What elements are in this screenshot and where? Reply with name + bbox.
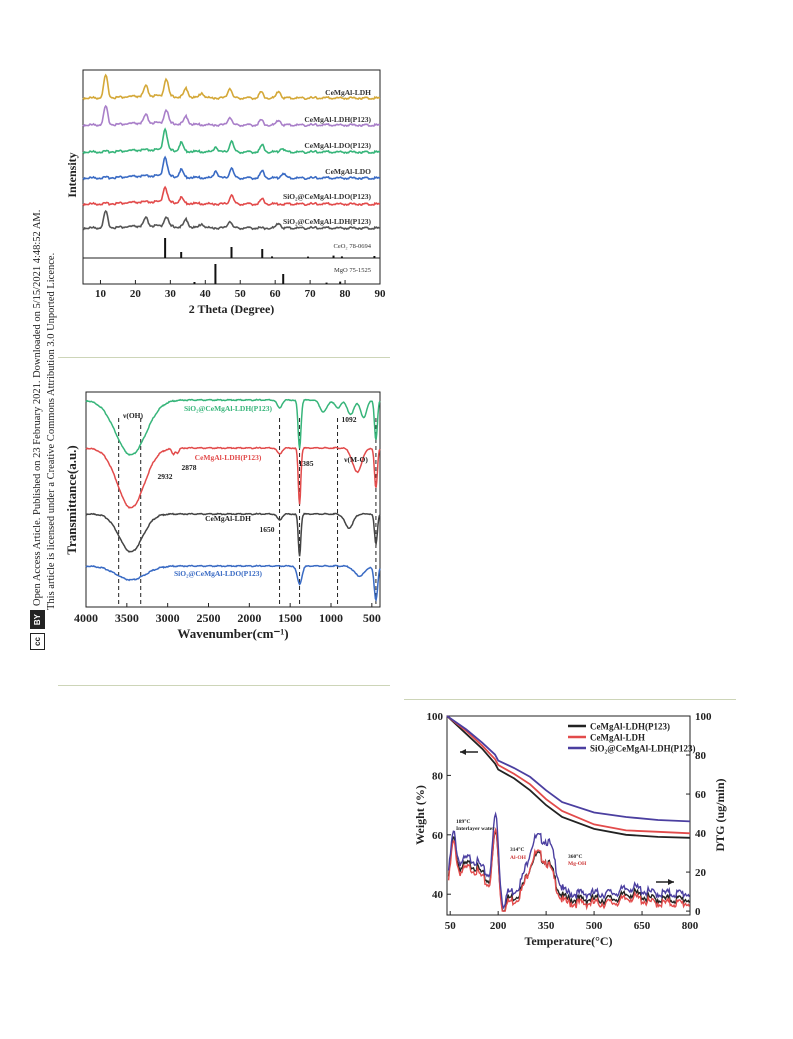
- legend-label: CeMgAl-LDH(P123): [590, 722, 670, 732]
- tga-dtg-line: [447, 829, 691, 912]
- ftir-series-label: SiO₂@CeMgAl-LDH(P123): [184, 404, 272, 413]
- peak-annotation-label: Al-OH: [510, 855, 527, 861]
- xrd-series-label: CeMgAl-LDO(P123): [304, 141, 371, 150]
- xrd-plot-frame: [82, 69, 381, 285]
- xrd-series-label: SiO₂@CeMgAl-LDH(P123): [283, 217, 371, 226]
- x-tick-label: 1500: [278, 611, 302, 625]
- reference-label: MgO 75-1525: [334, 267, 371, 274]
- y2-tick-label: 100: [695, 711, 712, 723]
- peak-annotation-temp: 314°C: [510, 846, 524, 853]
- x-tick-label: 500: [586, 920, 603, 932]
- x-tick-label: 50: [445, 920, 457, 932]
- y-axis-label: Intensity: [65, 152, 79, 197]
- ftir-annotation: 1092: [342, 415, 357, 424]
- legend-label: SiO₂@CeMgAl-LDH(P123): [590, 744, 696, 754]
- peak-annotation-label: Mg-OH: [568, 861, 587, 867]
- xrd-series-label: CeMgAl-LDH: [325, 88, 371, 97]
- ftir-series-line: [85, 512, 381, 557]
- x-tick-label: 70: [305, 288, 317, 300]
- ftir-series-label: CeMgAl-LDH: [205, 514, 251, 523]
- xrd-series-line: [82, 209, 381, 231]
- y2-axis-label: DTG (ug/min): [713, 778, 727, 851]
- xrd-chart: 10 20 30 40 50 60 70 80 90 2 Theta (Degree) Intens…: [65, 69, 387, 316]
- ftir-series-label: SiO₂@CeMgAl-LDO(P123): [174, 569, 262, 578]
- x-tick-label: 50: [235, 288, 247, 300]
- x-tick-label: 30: [165, 288, 177, 300]
- x-tick-label: 40: [200, 288, 212, 300]
- y2-tick-label: 60: [695, 789, 707, 801]
- x-tick-label: 2000: [237, 611, 261, 625]
- x-tick-label: 3500: [115, 611, 139, 625]
- peak-annotation-label: Interlayer water: [456, 826, 495, 832]
- xrd-series-line: [82, 127, 381, 155]
- tga-plot-frame: [446, 715, 691, 916]
- x-tick-label: 200: [490, 920, 507, 932]
- legend-label: CeMgAl-LDH: [590, 733, 645, 743]
- x-tick-label: 800: [682, 920, 699, 932]
- y2-tick-label: 20: [695, 867, 707, 879]
- x-tick-label: 650: [634, 920, 651, 932]
- xrd-series-line: [82, 155, 381, 181]
- xrd-series-line: [82, 104, 381, 128]
- separator-rule: [58, 357, 390, 358]
- y-tick-label: 40: [432, 889, 444, 901]
- ftir-annotation: ν(M-O): [343, 455, 368, 464]
- ftir-series-line: [85, 564, 381, 602]
- separator-rule: [58, 685, 390, 686]
- x-tick-label: 500: [363, 611, 381, 625]
- x-tick-label: 80: [340, 288, 352, 300]
- ftir-plot-frame: [85, 391, 381, 608]
- ftir-series-line: [85, 398, 381, 457]
- tga-weight-line: [446, 715, 691, 823]
- y2-tick-label: 80: [695, 750, 707, 762]
- xrd-series-line: [82, 185, 381, 207]
- x-tick-label: 3000: [156, 611, 180, 625]
- right-axis-arrowhead: [668, 879, 674, 885]
- x-tick-label: 350: [538, 920, 555, 932]
- peak-annotation-temp: 189°C: [456, 818, 470, 825]
- x-tick-label: 60: [270, 288, 282, 300]
- x-tick-label: 1000: [319, 611, 343, 625]
- x-axis-label: Temperature(°C): [524, 934, 612, 948]
- y-tick-label: 100: [427, 711, 444, 723]
- ftir-annotation: 1385: [299, 459, 314, 468]
- tga-weight-line: [446, 715, 691, 839]
- x-tick-label: 2500: [197, 611, 221, 625]
- xrd-series-label: CeMgAl-LDO: [325, 167, 371, 176]
- ftir-annotation: 2878: [182, 463, 197, 472]
- tga-chart: 50 200 350 500 650 800 40 60 80 100 0 20 40 60 80 100 Te…: [413, 711, 727, 948]
- tga-dtg-line: [447, 827, 691, 912]
- xrd-series-label: CeMgAl-LDH(P123): [304, 115, 371, 124]
- peak-annotation-temp: 360°C: [568, 853, 582, 860]
- y2-tick-label: 0: [695, 906, 701, 918]
- y-axis-label: Weight (%): [413, 785, 427, 845]
- x-axis-label: 2 Theta (Degree): [189, 302, 275, 316]
- separator-rule: [404, 699, 736, 700]
- y-axis-label: Transmittance(a.u.): [64, 445, 79, 555]
- ftir-chart: 4000 3500 3000 2500 2000 1500 1000 500 Wavenumbe…: [64, 391, 381, 641]
- tga-weight-line: [446, 715, 691, 835]
- ftir-annotation: 2932: [158, 472, 173, 481]
- xrd-series-line: [82, 73, 381, 101]
- ftir-series-label: CeMgAl-LDH(P123): [195, 453, 262, 462]
- x-tick-label: 4000: [74, 611, 98, 625]
- tga-dtg-line: [447, 811, 691, 910]
- xrd-series-label: SiO₂@CeMgAl-LDO(P123): [283, 192, 371, 201]
- left-axis-arrowhead: [460, 749, 466, 755]
- y2-tick-label: 40: [695, 828, 707, 840]
- y-tick-label: 60: [432, 830, 444, 842]
- y-tick-label: 80: [432, 770, 444, 782]
- x-tick-label: 10: [95, 288, 107, 300]
- ftir-series-line: [85, 446, 381, 509]
- reference-label: CeO₂ 78-0694: [334, 243, 372, 250]
- x-tick-label: 20: [130, 288, 142, 300]
- x-axis-label: Wavenumber(cm⁻¹): [177, 626, 288, 641]
- ftir-annotation: 1650: [260, 525, 275, 534]
- x-tick-label: 90: [375, 288, 387, 300]
- ftir-annotation: ν(OH): [122, 411, 144, 420]
